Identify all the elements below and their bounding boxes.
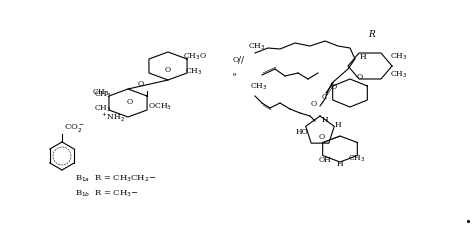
Text: O: O — [311, 100, 317, 108]
Text: CH$_3$: CH$_3$ — [250, 81, 268, 92]
Text: CH$_3$O: CH$_3$O — [183, 52, 207, 62]
Text: O: O — [127, 97, 133, 106]
Text: CH$_3$: CH$_3$ — [390, 70, 408, 80]
Text: //: // — [238, 55, 244, 64]
Text: H: H — [337, 159, 343, 167]
Text: H: H — [360, 53, 366, 61]
Text: O: O — [165, 66, 171, 74]
Text: CH$_3$: CH$_3$ — [185, 67, 202, 77]
Text: OCH$_3$: OCH$_3$ — [148, 101, 172, 112]
Text: CH$_3$: CH$_3$ — [248, 42, 265, 52]
Text: OH: OH — [319, 155, 331, 163]
Text: H: H — [335, 121, 341, 128]
Text: CH$_3$: CH$_3$ — [94, 89, 111, 100]
Text: R: R — [369, 30, 375, 39]
Text: HO: HO — [296, 128, 309, 135]
Text: e: e — [233, 72, 237, 77]
Text: O: O — [357, 73, 363, 81]
Text: CO$_2^-$: CO$_2^-$ — [64, 122, 85, 134]
Text: O: O — [331, 83, 337, 91]
Text: O: O — [138, 80, 144, 88]
Text: CH$_3$: CH$_3$ — [92, 87, 110, 98]
Text: B$_{1a}$  R = CH$_3$CH$_2$−: B$_{1a}$ R = CH$_3$CH$_2$− — [75, 173, 156, 183]
Text: CH$_3$: CH$_3$ — [94, 103, 111, 114]
Text: $^+$NH$_2$: $^+$NH$_2$ — [100, 110, 125, 123]
Text: C: C — [322, 93, 328, 100]
Text: H: H — [322, 116, 328, 123]
Text: B$_{1b}$  R = CH$_3$−: B$_{1b}$ R = CH$_3$− — [75, 188, 139, 198]
Text: CH$_3$: CH$_3$ — [390, 52, 408, 62]
Text: O: O — [319, 132, 325, 140]
Text: CH$_3$: CH$_3$ — [348, 153, 365, 164]
Text: O: O — [233, 56, 239, 64]
